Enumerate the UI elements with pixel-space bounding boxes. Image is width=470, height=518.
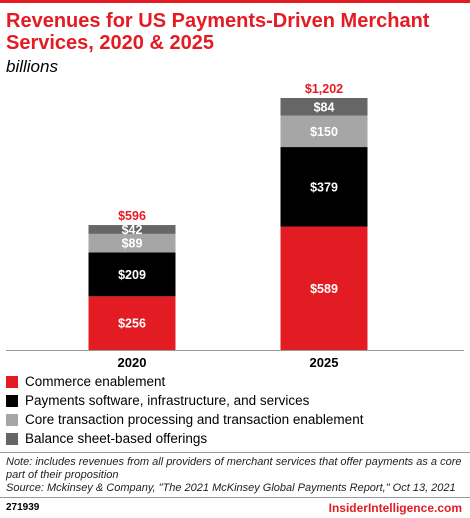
bar-segment	[280, 115, 368, 148]
bar-data-label: $589	[310, 282, 338, 296]
bar-segment	[280, 98, 368, 116]
note-text: Note: includes revenues from all provide…	[6, 456, 462, 481]
bar-data-label: $89	[122, 237, 143, 251]
bar-data-label: $256	[118, 317, 146, 331]
legend-swatch-payments-software	[6, 394, 18, 407]
legend-swatch-core-transaction	[6, 413, 18, 426]
source-text: Source: Mckinsey & Company, "The 2021 Mc…	[6, 482, 456, 494]
bar-segment	[88, 233, 176, 253]
chart-note: Note: includes revenues from all provide…	[6, 456, 466, 495]
legend-label: Core transaction processing and transact…	[25, 412, 364, 427]
x-tick-label: 2025	[310, 355, 339, 370]
bar-segment	[88, 252, 176, 297]
legend-item-commerce: Commerce enablement	[6, 372, 363, 391]
chart-subtitle: billions	[6, 57, 58, 76]
legend-item-core-transaction: Core transaction processing and transact…	[6, 410, 363, 429]
x-tick-label: 2020	[118, 355, 147, 370]
legend-label: Payments software, infrastructure, and s…	[25, 393, 310, 408]
chart-id: 271939	[6, 502, 40, 513]
legend-swatch-commerce	[6, 375, 18, 388]
footer-divider	[0, 497, 470, 498]
bar-data-label: $150	[310, 125, 338, 139]
bar-segment	[88, 225, 176, 234]
bar-data-label: $84	[314, 100, 335, 114]
legend-item-payments-software: Payments software, infrastructure, and s…	[6, 391, 363, 410]
chart-title: Revenues for US Payments-Driven Merchant…	[6, 10, 430, 54]
legend-label: Commerce enablement	[25, 374, 166, 389]
chart-legend: Commerce enablement Payments software, i…	[6, 372, 363, 448]
bar-total-label: $1,202	[305, 82, 343, 96]
brand-logo-text: InsiderIntelligence.com	[328, 501, 462, 515]
bar-data-label: $42	[122, 223, 143, 237]
legend-swatch-balance-sheet	[6, 432, 18, 445]
stacked-bar-chart: $256 $209 $89$42$596 2020 $589 $379 $150 $84 $1,…	[6, 82, 464, 370]
bar-segment	[280, 147, 368, 227]
bar-data-label: $379	[310, 180, 338, 194]
top-accent-bar	[0, 0, 470, 3]
legend-item-balance-sheet: Balance sheet-based offerings	[6, 429, 363, 448]
bar-segment	[280, 226, 368, 350]
bar-data-label: $209	[118, 268, 146, 282]
legend-label: Balance sheet-based offerings	[25, 431, 208, 446]
bar-segment	[88, 296, 176, 350]
bar-total-label: $596	[118, 209, 146, 223]
note-divider	[0, 452, 470, 453]
